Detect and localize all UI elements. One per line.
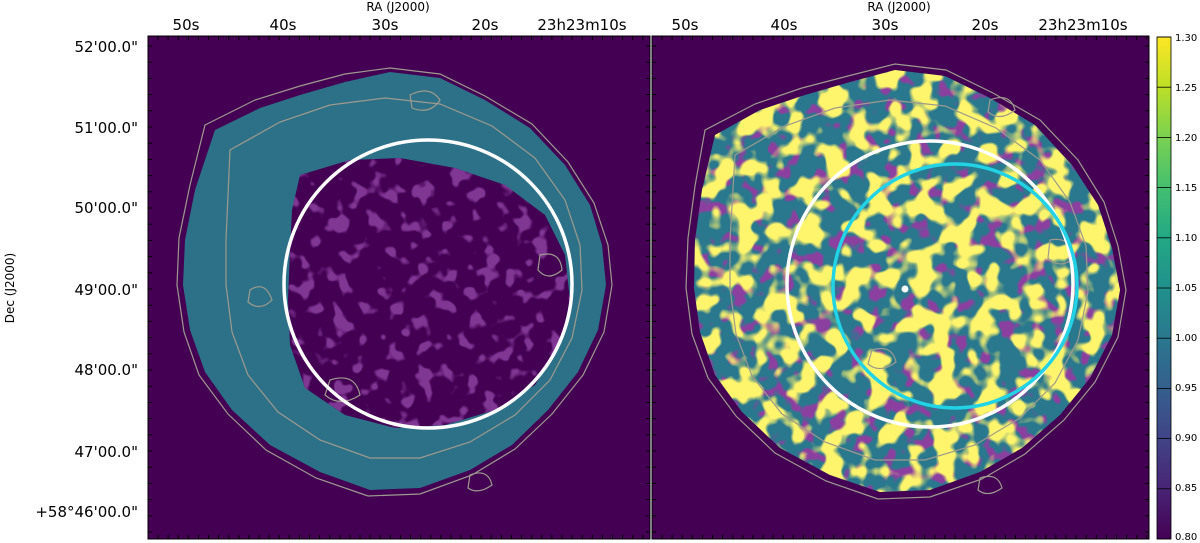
- ra-tick-label: 23h23m10s: [1038, 16, 1127, 34]
- dec-tick-label: 48'00.0": [74, 361, 138, 379]
- colorbar-tick-label: 1.05: [1175, 283, 1197, 294]
- colorbar-tick-label: 0.95: [1175, 383, 1197, 394]
- left-panel-frame: [147, 35, 651, 540]
- dec-tick-label: 47'00.0": [74, 443, 138, 461]
- ra-ticks-right: 50s 40s 30s 20s 23h23m10s: [672, 16, 1128, 34]
- left-white-circle: [282, 138, 574, 430]
- right-panel: [652, 36, 1149, 539]
- right-remnant-bright-knots: [694, 70, 1120, 492]
- colorbar-tick-label: 1.10: [1175, 233, 1197, 244]
- right-cyan-circle: [831, 162, 1079, 410]
- dec-tick-label: 52'00.0": [74, 38, 138, 56]
- ra-tick-label: 20s: [972, 16, 999, 34]
- center-marker-dot: [901, 285, 909, 293]
- colorbar-tick-label: 1.30: [1175, 33, 1197, 44]
- dec-tick-label: 51'00.0": [74, 119, 138, 137]
- ra-tick-label: 30s: [872, 16, 899, 34]
- dec-ticks: 52'00.0" 51'00.0" 50'00.0" 49'00.0" 48'0…: [35, 38, 138, 521]
- dec-tick-label: 50'00.0": [74, 199, 138, 217]
- colorbar-labels: 1.30 1.25 1.20 1.15 1.10 1.05 1.00 0.95 …: [1175, 33, 1197, 543]
- ra-axis-label-left: RA (J2000): [366, 0, 429, 14]
- ra-tick-label: 40s: [270, 16, 297, 34]
- dec-tick-label: 49'00.0": [74, 281, 138, 299]
- colorbar-tick-label: 0.90: [1175, 433, 1197, 444]
- colorbar-tick-label: 0.80: [1175, 532, 1197, 543]
- ra-tick-label: 40s: [771, 16, 798, 34]
- dec-axis-label: Dec (J2000): [3, 253, 17, 323]
- colorbar-tick-marks: [1157, 36, 1171, 540]
- dec-tick-label: +58°46'00.0": [35, 503, 138, 521]
- colorbar-tick-label: 1.25: [1175, 83, 1197, 94]
- left-panel: [148, 36, 650, 539]
- ra-tick-label: 20s: [472, 16, 499, 34]
- ra-axis-label-right: RA (J2000): [867, 0, 930, 14]
- colorbar-tick-label: 1.00: [1175, 333, 1197, 344]
- ra-ticks-left: 50s 40s 30s 20s 23h23m10s: [173, 16, 627, 34]
- right-contours: [685, 63, 1127, 500]
- ra-tick-label: 50s: [173, 16, 200, 34]
- ra-tick-label: 50s: [672, 16, 699, 34]
- colorbar-tick-label: 1.20: [1175, 133, 1197, 144]
- ra-tick-label: 23h23m10s: [537, 16, 626, 34]
- right-white-circle: [785, 139, 1075, 429]
- colorbar-tick-label: 0.85: [1175, 483, 1197, 494]
- minor-ticks: [148, 36, 1149, 539]
- right-panel-frame: [651, 35, 1150, 540]
- left-inner-patches: [288, 158, 570, 428]
- left-contours: [176, 67, 613, 497]
- ra-tick-label: 30s: [372, 16, 399, 34]
- colorbar-tick-label: 1.15: [1175, 183, 1197, 194]
